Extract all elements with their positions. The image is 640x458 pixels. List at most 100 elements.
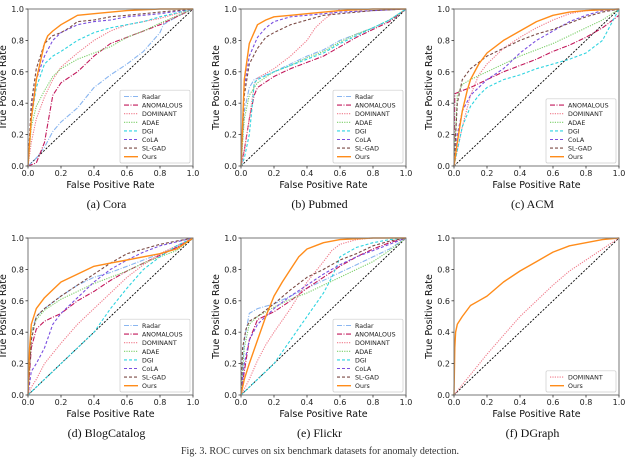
x-tick-label: 0.2 [55, 169, 68, 178]
x-tick-label: 0.0 [22, 169, 35, 178]
roc-curve-radar [240, 8, 407, 167]
x-axis-label: False Positive Rate [66, 180, 154, 191]
legend-label-radar: Radar [142, 323, 161, 330]
x-tick-label: 0.2 [55, 398, 68, 407]
subfigure-caption: (f) DGraph [505, 426, 560, 440]
legend-label-dominant: DOMINANT [355, 111, 390, 118]
roc-curve-cola [240, 8, 407, 167]
y-tick-label: 0.0 [437, 391, 450, 400]
plot-frame [453, 8, 620, 167]
legend-label-anomalous: ANOMALOUS [142, 103, 183, 110]
roc-curve-dominant [453, 237, 620, 396]
roc-curve-sl-gad [27, 237, 194, 396]
legend-label-radar: Radar [355, 323, 374, 330]
x-tick-label: 0.0 [235, 169, 248, 178]
x-tick-label: 1.0 [187, 169, 200, 178]
y-tick-label: 0.0 [437, 162, 450, 171]
roc-panel-cora: 0.0 0.2 0.4 0.6 0.8 1.0 0.0 0.2 0.4 0.6 0.8 1.0 Fals… [0, 0, 213, 218]
roc-chart-dgraph: 0.0 0.2 0.4 0.6 0.8 1.0 0.0 0.2 0.4 0.6 0.8 1.0 Fals… [424, 234, 626, 420]
y-tick-label: 0.8 [11, 265, 24, 274]
y-axis-label: True Positive Rate [211, 274, 222, 360]
y-tick-label: 0.2 [437, 360, 450, 369]
y-tick-label: 1.0 [224, 234, 237, 243]
y-axis-label: True Positive Rate [0, 45, 9, 131]
x-tick-label: 0.8 [367, 398, 380, 407]
legend-label-dominant: DOMINANT [142, 340, 177, 347]
legend-label-ours: Ours [355, 383, 370, 390]
subfigure-caption: (d) BlogCatalog [67, 426, 146, 440]
roc-curve-radar [27, 8, 194, 167]
y-tick-label: 0.0 [224, 162, 237, 171]
y-tick-label: 1.0 [11, 5, 24, 14]
x-tick-label: 0.8 [580, 169, 593, 178]
x-tick-label: 0.4 [301, 398, 314, 407]
plot-frame [27, 8, 194, 167]
chance-diagonal-line [453, 237, 620, 396]
x-tick-label: 0.4 [88, 398, 101, 407]
plot-frame [27, 237, 194, 396]
legend-box [332, 318, 404, 393]
x-tick-label: 0.6 [547, 398, 560, 407]
plot-frame [453, 237, 620, 396]
x-tick-label: 0.0 [448, 169, 461, 178]
legend-label-ours: Ours [355, 154, 370, 161]
roc-curve-sl-gad [240, 8, 407, 167]
legend-label-anomalous: ANOMALOUS [142, 332, 183, 339]
x-tick-label: 0.0 [235, 398, 248, 407]
y-tick-label: 0.2 [11, 360, 24, 369]
y-tick-label: 0.8 [224, 36, 237, 45]
plot-frame [240, 237, 407, 396]
legend-label-adae: ADAE [355, 349, 372, 356]
y-tick-label: 0.6 [11, 68, 24, 77]
legend-box [332, 89, 404, 164]
legend-label-anomalous: ANOMALOUS [355, 103, 396, 110]
legend-label-adae: ADAE [142, 349, 159, 356]
legend-label-dominant: DOMINANT [568, 375, 603, 382]
legend-label-adae: ADAE [142, 120, 159, 127]
roc-curve-anomalous [27, 237, 194, 396]
roc-curve-adae [453, 8, 620, 167]
legend-label-sl-gad: SL-GAD [355, 146, 379, 153]
roc-curve-ours [453, 237, 620, 396]
x-tick-label: 0.4 [88, 169, 101, 178]
subfigure-caption: (b) Pubmed [291, 197, 348, 211]
x-tick-label: 0.2 [268, 169, 281, 178]
legend-label-ours: Ours [142, 154, 157, 161]
chance-diagonal-line [453, 8, 620, 167]
x-tick-label: 0.4 [514, 398, 527, 407]
x-tick-label: 0.2 [481, 398, 494, 407]
legend-label-ours: Ours [142, 383, 157, 390]
y-axis-label: True Positive Rate [0, 274, 9, 360]
x-tick-label: 1.0 [187, 398, 200, 407]
x-tick-label: 0.0 [22, 398, 35, 407]
roc-chart-acm: 0.0 0.2 0.4 0.6 0.8 1.0 0.0 0.2 0.4 0.6 0.8 1.0 Fals… [424, 5, 625, 191]
legend-label-dgi: DGI [355, 128, 367, 135]
roc-curve-cola [27, 237, 194, 396]
y-tick-label: 1.0 [437, 234, 450, 243]
x-tick-label: 1.0 [613, 398, 626, 407]
x-tick-label: 0.6 [547, 169, 560, 178]
y-tick-label: 0.2 [224, 131, 237, 140]
subfigure-caption: (e) Flickr [297, 426, 342, 440]
legend-box [119, 89, 191, 164]
subfigure-caption: (c) ACM [511, 197, 554, 211]
plot-frame [240, 8, 407, 167]
roc-panel-pubmed: 0.0 0.2 0.4 0.6 0.8 1.0 0.0 0.2 0.4 0.6 0.8 1.0 Fals… [211, 0, 426, 218]
roc-curve-dgi [240, 237, 407, 396]
y-tick-label: 0.0 [11, 391, 24, 400]
legend-box [119, 318, 191, 393]
y-tick-label: 0.6 [224, 297, 237, 306]
roc-curve-dgi [240, 8, 407, 167]
y-tick-label: 0.8 [11, 36, 24, 45]
legend-label-cola: CoLA [142, 137, 159, 144]
x-tick-label: 0.8 [580, 398, 593, 407]
x-tick-label: 0.8 [367, 169, 380, 178]
legend-label-adae: ADAE [568, 120, 585, 127]
x-tick-label: 1.0 [400, 169, 413, 178]
y-tick-label: 0.8 [437, 265, 450, 274]
roc-curve-adae [27, 8, 194, 167]
y-axis-label: True Positive Rate [424, 274, 435, 360]
legend-label-dominant: DOMINANT [142, 111, 177, 118]
legend-label-radar: Radar [142, 94, 161, 101]
y-tick-label: 0.6 [437, 68, 450, 77]
